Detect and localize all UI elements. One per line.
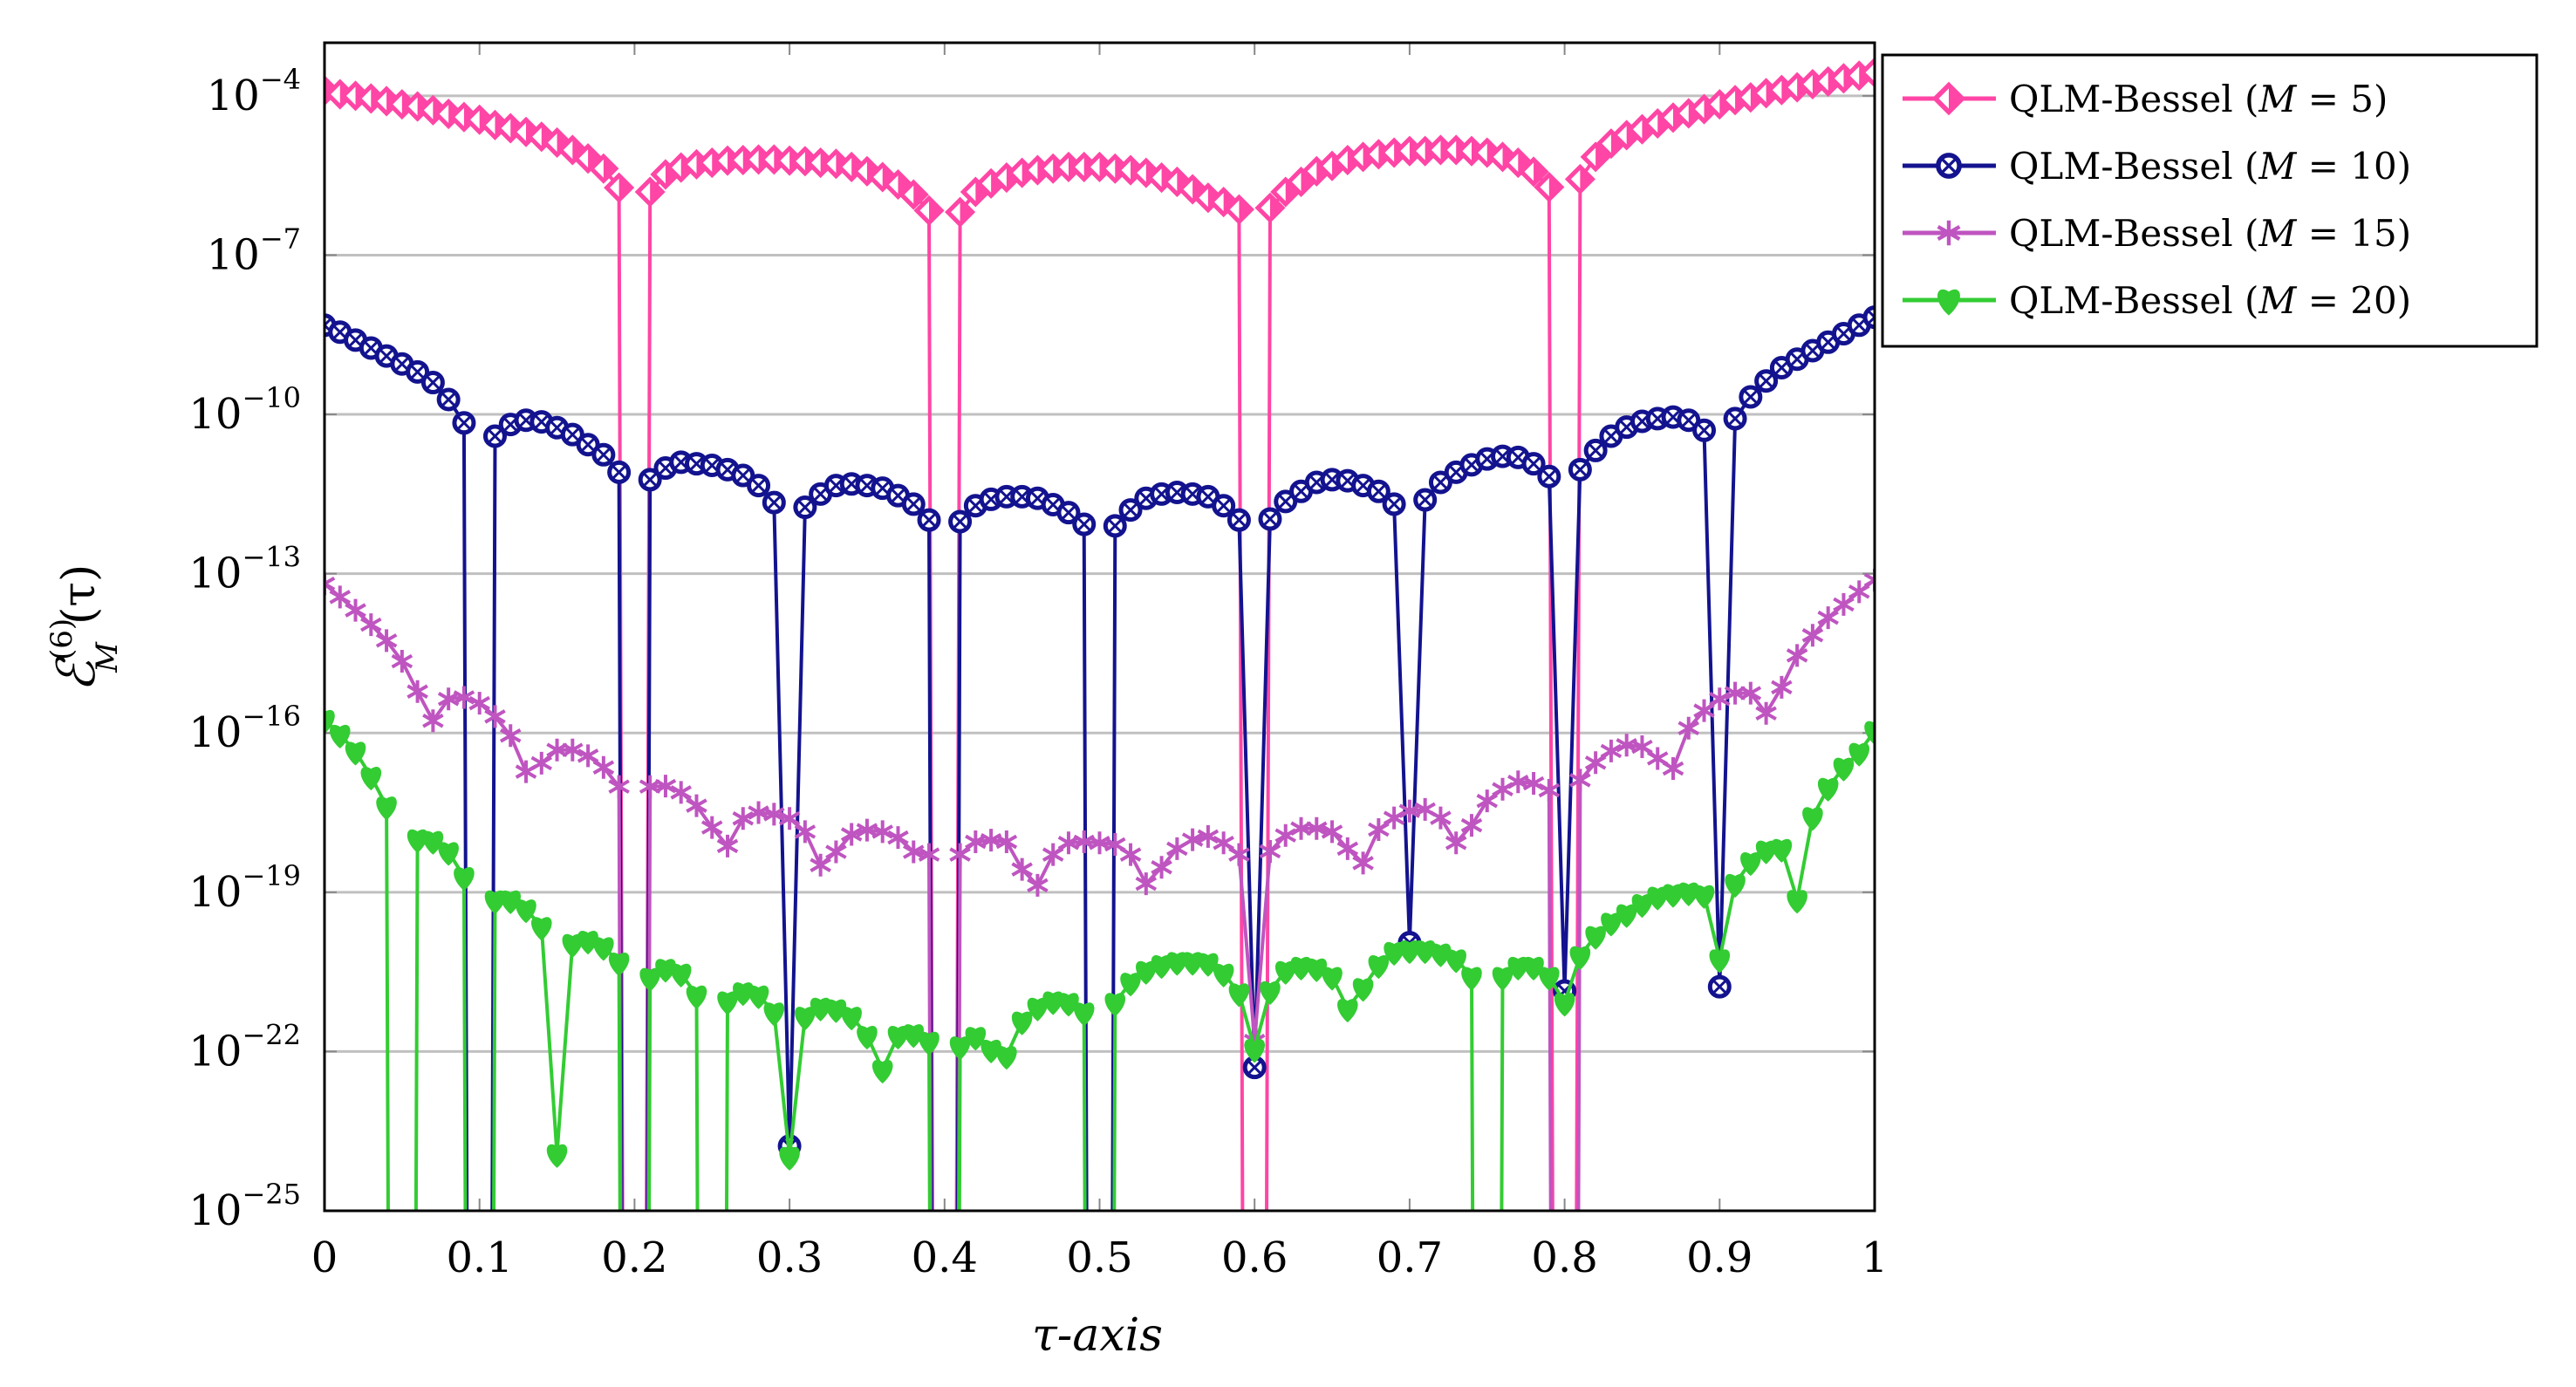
legend-label: QLM-Bessel (M = 5) <box>2009 78 2388 120</box>
legend-item[interactable]: QLM-Bessel (M = 20) <box>1903 279 2411 322</box>
y-tick-label: 10−10 <box>188 381 301 439</box>
legend-label: QLM-Bessel (M = 20) <box>2009 279 2411 322</box>
grid-lines <box>325 94 1875 1212</box>
svg-text:ℰ(6)M(τ): ℰ(6) M (τ) <box>44 564 125 693</box>
y-axis-superscript: (6) <box>44 618 79 660</box>
y-tick-label: 10−13 <box>188 541 301 598</box>
y-axis-argument: (τ) <box>53 564 106 625</box>
series-markers <box>325 305 1875 1158</box>
x-tick-label: 0.9 <box>1686 1233 1753 1282</box>
plot-frame <box>323 41 1876 1213</box>
legend-item[interactable]: QLM-Bessel (M = 15) <box>1903 212 2411 255</box>
x-tick-label: 0.7 <box>1377 1233 1443 1282</box>
x-tick-labels: 0 0.1 0.2 0.3 0.4 0.5 0.6 0.7 0.8 0.9 1 <box>311 1233 1889 1282</box>
diamond-half-icon <box>1931 81 1966 116</box>
y-axis-symbol: ℰ <box>46 655 107 692</box>
series-line <box>325 71 1875 1211</box>
legend-label: QLM-Bessel (M = 10) <box>2009 145 2411 188</box>
asterisk-icon <box>1937 220 1961 246</box>
y-tick-label: 10−4 <box>207 63 301 120</box>
x-tick-label: 0.3 <box>756 1233 823 1282</box>
y-tick-label: 10−19 <box>188 859 301 917</box>
legend-label: QLM-Bessel (M = 15) <box>2009 212 2411 255</box>
x-tick-label: 0.2 <box>601 1233 667 1282</box>
legend-item[interactable]: QLM-Bessel (M = 5) <box>1903 78 2388 120</box>
y-tick-label: 10−16 <box>188 700 301 757</box>
series-m20 <box>325 710 1875 1211</box>
legend: QLM-Bessel (M = 5) QLM-Bessel (M = 10) QLM… <box>1881 53 2538 348</box>
series-markers <box>325 568 1875 1053</box>
series-markers <box>325 57 1875 228</box>
y-tick-label: 10−25 <box>188 1178 301 1235</box>
x-tick-label: 0.1 <box>447 1233 513 1282</box>
y-axis-subscript: M <box>90 641 125 673</box>
y-tick-labels: 10−4 10−7 10−10 10−13 10−16 10−19 10−22 10−25 <box>188 63 301 1235</box>
x-ticks <box>324 43 1876 1211</box>
y-tick-label: 10−22 <box>188 1018 301 1076</box>
circle-x-icon <box>1936 153 1962 179</box>
x-tick-label: 0 <box>311 1233 338 1282</box>
x-tick-label: 0.5 <box>1066 1233 1132 1282</box>
series-m15 <box>325 568 1875 1211</box>
heart-icon <box>1937 289 1960 316</box>
series-m10 <box>325 305 1875 1211</box>
plot-area <box>325 57 1875 1211</box>
x-tick-label: 1 <box>1862 1233 1889 1282</box>
x-tick-label: 0.6 <box>1221 1233 1288 1282</box>
series-line <box>325 718 1875 1211</box>
legend-item[interactable]: QLM-Bessel (M = 10) <box>1903 145 2411 188</box>
x-axis-title: τ-axis <box>1032 1309 1163 1362</box>
x-tick-label: 0.4 <box>912 1233 978 1282</box>
x-axis-title-text: τ-axis <box>1032 1309 1163 1362</box>
legend-box <box>1881 53 2538 348</box>
x-tick-label: 0.8 <box>1531 1233 1597 1282</box>
series-markers <box>325 710 1875 1171</box>
y-tick-label: 10−7 <box>207 222 301 279</box>
y-axis-title: ℰ(6) M (τ) <box>44 564 125 693</box>
series-m5 <box>325 57 1875 1211</box>
